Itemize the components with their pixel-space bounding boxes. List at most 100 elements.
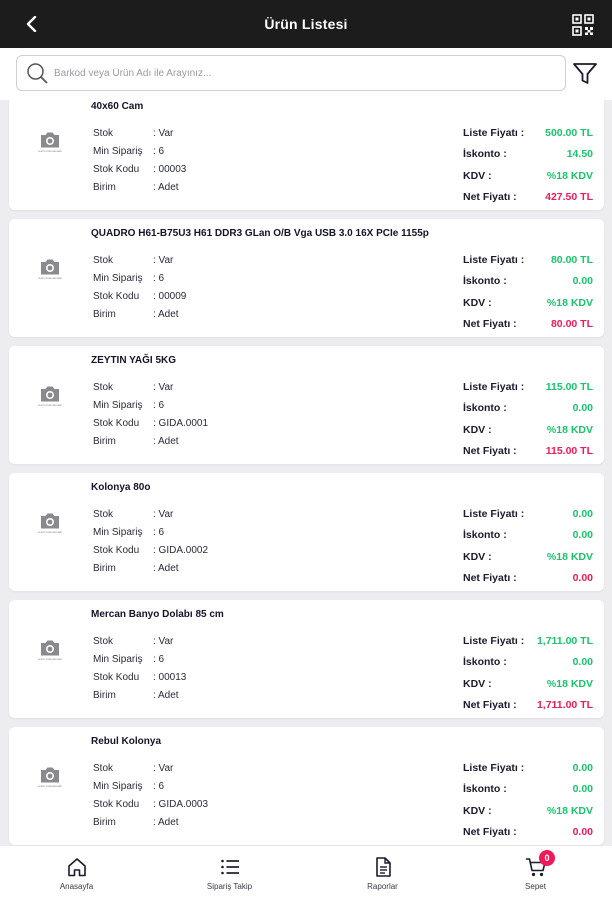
camera-icon xyxy=(41,259,59,275)
stock-value: : Var xyxy=(153,636,174,647)
product-info: Stok: Var Min Sipariş: 6 Stok Kodu: 0000… xyxy=(93,128,186,200)
min-order-value: : 6 xyxy=(153,781,165,792)
product-prices: Liste Fiyatı :115.00 TL İskonto :0.00 KD… xyxy=(463,380,593,458)
unit-value: : Adet xyxy=(153,436,179,447)
net-price: 1,711.00 TL xyxy=(536,699,593,712)
discount: 0.00 xyxy=(572,656,593,669)
discount: 0.00 xyxy=(572,529,593,542)
product-name: QUADRO H61-B75U3 H61 DDR3 GLan O/B Vga U… xyxy=(91,228,429,239)
product-image-placeholder: resim bulunamadı xyxy=(35,385,65,415)
stock-value: : Var xyxy=(153,509,174,520)
min-order-value: : 6 xyxy=(153,527,165,538)
stock-code-value: : GIDA.0001 xyxy=(153,418,209,429)
stock-code-value: : GIDA.0003 xyxy=(153,799,209,810)
stock-code-value: : 00013 xyxy=(153,672,187,683)
list-price: 80.00 TL xyxy=(550,253,593,266)
product-card[interactable]: resim bulunamadı 40x60 Cam Stok: Var Min… xyxy=(9,100,604,210)
list-price: 500.00 TL xyxy=(545,126,593,139)
net-price: 427.50 TL xyxy=(545,191,593,204)
document-icon xyxy=(375,856,391,877)
filter-icon[interactable] xyxy=(572,62,598,86)
product-image-placeholder: resim bulunamadı xyxy=(35,258,65,288)
stock-value: : Var xyxy=(153,128,174,139)
stock-code-value: : 00003 xyxy=(153,164,187,175)
product-image-placeholder: resim bulunamadı xyxy=(35,131,65,161)
vat: %18 KDV xyxy=(546,804,593,817)
list-price: 0.00 xyxy=(572,761,593,774)
back-arrow-icon xyxy=(26,16,37,32)
product-prices: Liste Fiyatı :500.00 TL İskonto :14.50 K… xyxy=(463,126,593,204)
product-name: ZEYTIN YAĞI 5KG xyxy=(91,355,177,366)
unit-value: : Adet xyxy=(153,690,179,701)
camera-icon xyxy=(41,132,59,148)
list-price: 0.00 xyxy=(572,507,593,520)
camera-icon xyxy=(41,386,59,402)
unit-value: : Adet xyxy=(153,817,179,828)
product-name: 40x60 Cam xyxy=(91,101,144,112)
qr-code-icon xyxy=(572,14,594,36)
discount: 0.00 xyxy=(572,275,593,288)
net-price: 0.00 xyxy=(572,572,593,585)
vat: %18 KDV xyxy=(546,423,593,436)
product-info: Stok: Var Min Sipariş: 6 Stok Kodu: GIDA… xyxy=(93,382,208,454)
product-card[interactable]: resim bulunamadı ZEYTIN YAĞI 5KG Stok: V… xyxy=(9,346,604,464)
product-card[interactable]: resim bulunamadı Mercan Banyo Dolabı 85 … xyxy=(9,600,604,718)
nav-reports[interactable]: Raporlar xyxy=(306,846,459,900)
search-bar xyxy=(0,48,612,100)
page-title: Ürün Listesi xyxy=(264,16,348,32)
product-card[interactable]: resim bulunamadı Kolonya 80o Stok: Var M… xyxy=(9,473,604,591)
camera-icon xyxy=(41,640,59,656)
stock-value: : Var xyxy=(153,382,174,393)
vat: %18 KDV xyxy=(546,296,593,309)
product-card[interactable]: resim bulunamadı Rebul Kolonya Stok: Var… xyxy=(9,727,604,845)
list-icon xyxy=(220,859,239,874)
vat: %18 KDV xyxy=(546,550,593,563)
product-prices: Liste Fiyatı :1,711.00 TL İskonto :0.00 … xyxy=(463,634,593,712)
cart-count-badge: 0 xyxy=(539,850,555,866)
search-box[interactable] xyxy=(16,55,566,91)
product-image-placeholder: resim bulunamadı xyxy=(35,512,65,542)
net-price: 115.00 TL xyxy=(545,445,593,458)
list-price: 115.00 TL xyxy=(545,380,593,393)
vat: %18 KDV xyxy=(546,169,593,182)
discount: 0.00 xyxy=(572,783,593,796)
stock-code-value: : GIDA.0002 xyxy=(153,545,209,556)
home-icon xyxy=(67,857,86,876)
unit-value: : Adet xyxy=(153,563,179,574)
list-price: 1,711.00 TL xyxy=(536,634,593,647)
product-name: Rebul Kolonya xyxy=(91,736,162,747)
search-icon xyxy=(27,63,48,84)
min-order-value: : 6 xyxy=(153,146,165,157)
min-order-value: : 6 xyxy=(153,654,165,665)
qr-scan-button[interactable] xyxy=(572,14,594,36)
net-price: 80.00 TL xyxy=(550,318,593,331)
stock-value: : Var xyxy=(153,255,174,266)
nav-cart[interactable]: Sepet 0 xyxy=(459,846,612,900)
product-prices: Liste Fiyatı :80.00 TL İskonto :0.00 KDV… xyxy=(463,253,593,331)
product-list: resim bulunamadı 40x60 Cam Stok: Var Min… xyxy=(0,100,612,846)
back-button[interactable] xyxy=(20,12,44,36)
search-input[interactable] xyxy=(54,67,534,79)
product-info: Stok: Var Min Sipariş: 6 Stok Kodu: GIDA… xyxy=(93,509,208,581)
product-prices: Liste Fiyatı :0.00 İskonto :0.00 KDV : %1… xyxy=(463,507,593,585)
stock-code-value: : 00009 xyxy=(153,291,187,302)
product-prices: Liste Fiyatı :0.00 İskonto :0.00 KDV : %1… xyxy=(463,761,593,839)
discount: 14.50 xyxy=(566,148,593,161)
product-image-placeholder: resim bulunamadı xyxy=(35,639,65,669)
nav-home[interactable]: Anasayfa xyxy=(0,846,153,900)
camera-icon xyxy=(41,767,59,783)
product-info: Stok: Var Min Sipariş: 6 Stok Kodu: GIDA… xyxy=(93,763,208,835)
unit-value: : Adet xyxy=(153,309,179,320)
app-header: Ürün Listesi xyxy=(0,0,612,48)
product-name: Kolonya 80o xyxy=(91,482,151,493)
product-card[interactable]: resim bulunamadı QUADRO H61-B75U3 H61 DD… xyxy=(9,219,604,337)
net-price: 0.00 xyxy=(572,826,593,839)
product-info: Stok: Var Min Sipariş: 6 Stok Kodu: 0000… xyxy=(93,255,186,327)
unit-value: : Adet xyxy=(153,182,179,193)
product-image-placeholder: resim bulunamadı xyxy=(35,766,65,796)
product-info: Stok: Var Min Sipariş: 6 Stok Kodu: 0001… xyxy=(93,636,186,708)
min-order-value: : 6 xyxy=(153,273,165,284)
discount: 0.00 xyxy=(572,402,593,415)
nav-orders[interactable]: Sipariş Takip xyxy=(153,846,306,900)
stock-value: : Var xyxy=(153,763,174,774)
